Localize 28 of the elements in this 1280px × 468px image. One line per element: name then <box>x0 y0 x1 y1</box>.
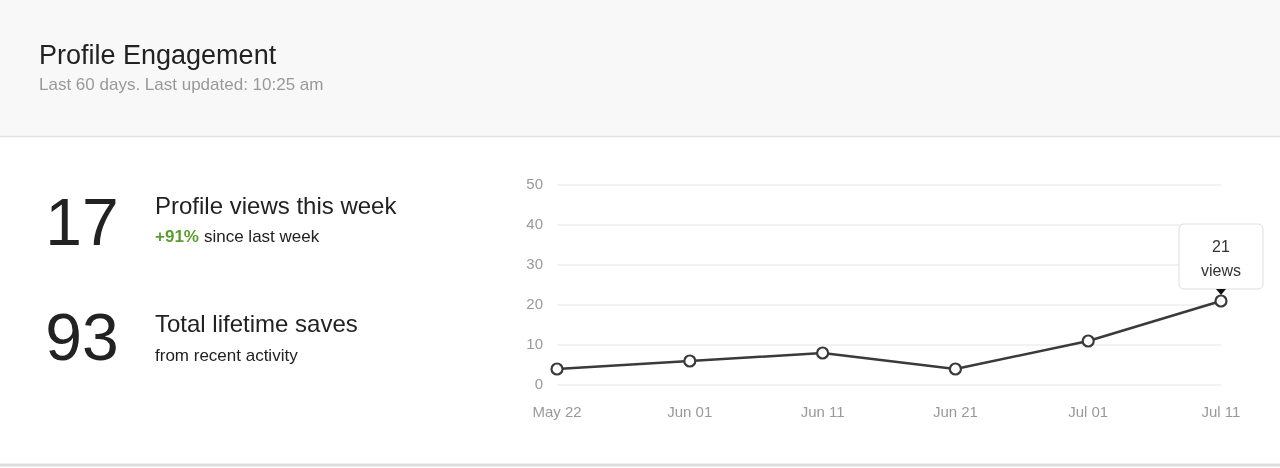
y-tick-label: 10 <box>526 334 543 352</box>
point <box>550 362 564 376</box>
text: 17 <box>45 185 119 259</box>
x-tick-label: Jun 01 <box>667 403 713 420</box>
point <box>1214 294 1228 308</box>
point <box>948 362 962 376</box>
point <box>816 346 830 360</box>
text: Profile Engagement <box>39 40 277 70</box>
point <box>1081 334 1095 348</box>
y-tick-label: 40 <box>526 214 543 232</box>
text: +91% <box>155 227 199 246</box>
x-tick-label: Jun 11 <box>800 403 845 420</box>
text: from recent activity <box>155 346 299 365</box>
y-tick-label: 0 <box>534 374 543 392</box>
x-tick-label: May 22 <box>532 403 582 420</box>
x-tick-label: Jul 01 <box>1068 403 1109 420</box>
y-tick-label: 50 <box>526 174 543 192</box>
annotation: 21 views <box>1200 238 1242 279</box>
point <box>683 354 697 368</box>
x-tick-label: Jul 11 <box>1201 403 1241 420</box>
y-tick-label: 20 <box>526 294 543 312</box>
text: 93 <box>45 300 119 374</box>
text: Last 60 days. Last updated: 10:25 am <box>39 75 324 94</box>
text: since last week <box>203 227 320 246</box>
text: Profile views this week <box>155 192 398 219</box>
text: Total lifetime saves <box>155 310 358 337</box>
x-tick-label: Jun 21 <box>932 403 978 420</box>
y-tick-label: 30 <box>526 254 543 272</box>
